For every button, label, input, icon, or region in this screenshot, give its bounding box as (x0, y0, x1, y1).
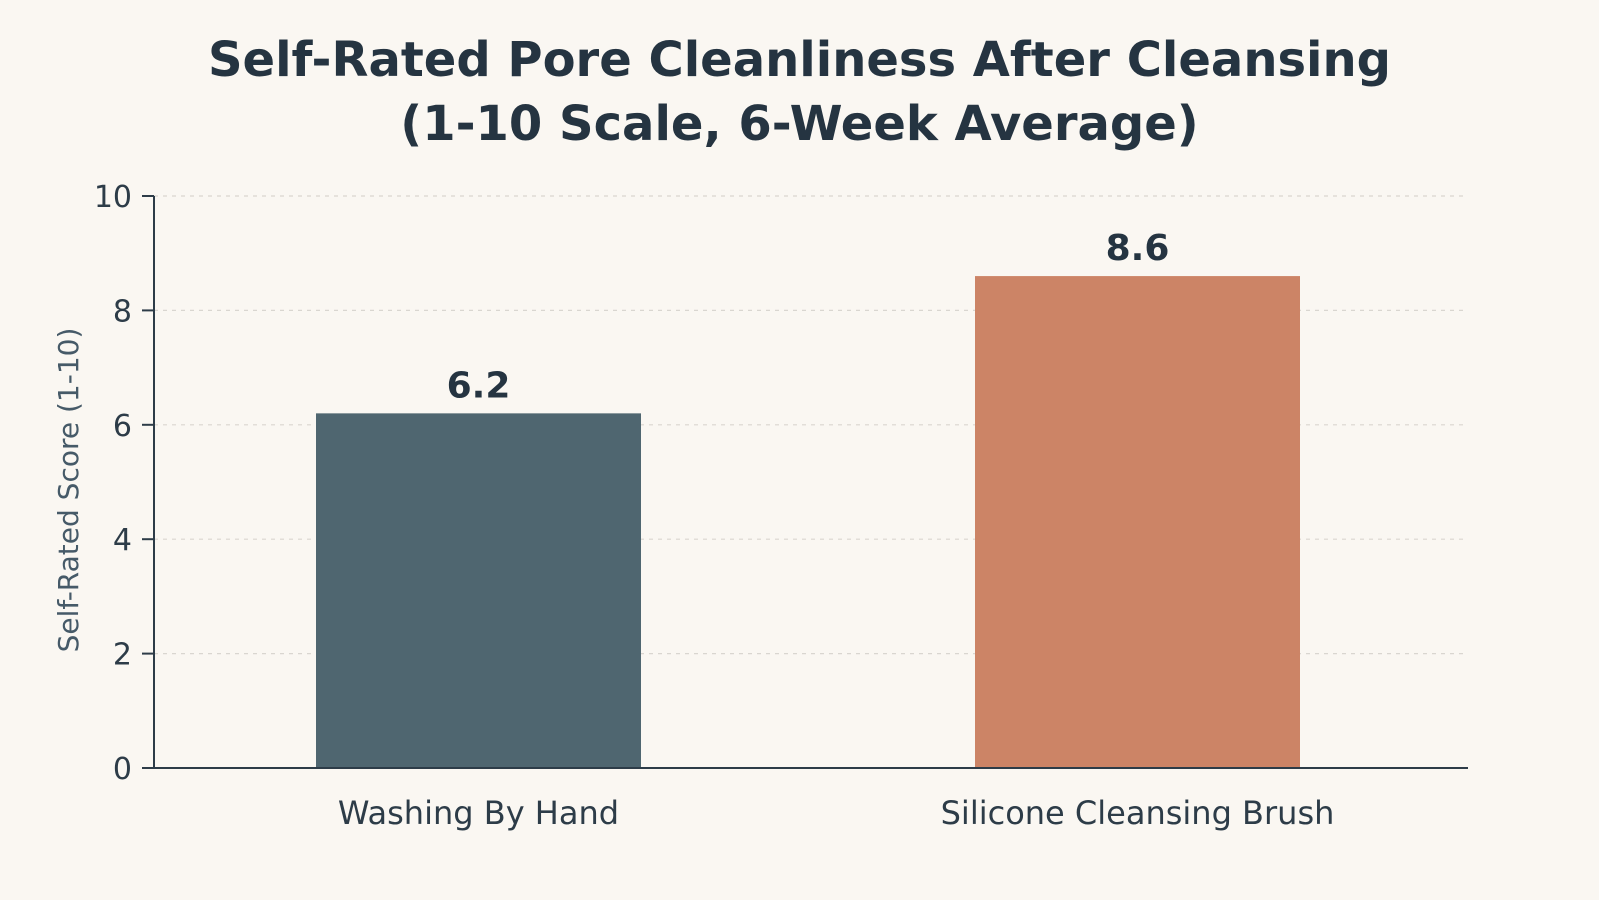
y-tick-label: 6 (113, 409, 132, 444)
data-label: 8.6 (1106, 228, 1170, 269)
bar (975, 276, 1300, 768)
y-tick-label: 4 (113, 523, 132, 558)
bars (316, 276, 1300, 768)
y-tick-label: 10 (94, 180, 132, 215)
y-tick-label: 2 (113, 638, 132, 673)
axes (142, 196, 1468, 769)
chart-title: Self-Rated Pore Cleanliness After Cleans… (0, 28, 1599, 156)
bar (316, 413, 641, 768)
x-tick-label: Silicone Cleansing Brush (941, 794, 1335, 832)
y-tick-label: 8 (113, 294, 132, 329)
x-tick-label: Washing By Hand (338, 794, 619, 832)
chart-title-main: Self-Rated Pore Cleanliness After Cleans… (207, 32, 1392, 88)
labels: 6.2 Washing By Hand 8.6 Silicone Cleansing … (338, 228, 1334, 832)
y-axis-title: Self-Rated Score (1-10) (52, 328, 85, 653)
y-ticks: 0 2 4 6 8 10 (94, 180, 154, 787)
y-tick-label: 0 (113, 752, 132, 787)
data-label: 6.2 (447, 365, 511, 406)
chart-subtitle: (1-10 Scale, 6-Week Average) (400, 96, 1199, 152)
